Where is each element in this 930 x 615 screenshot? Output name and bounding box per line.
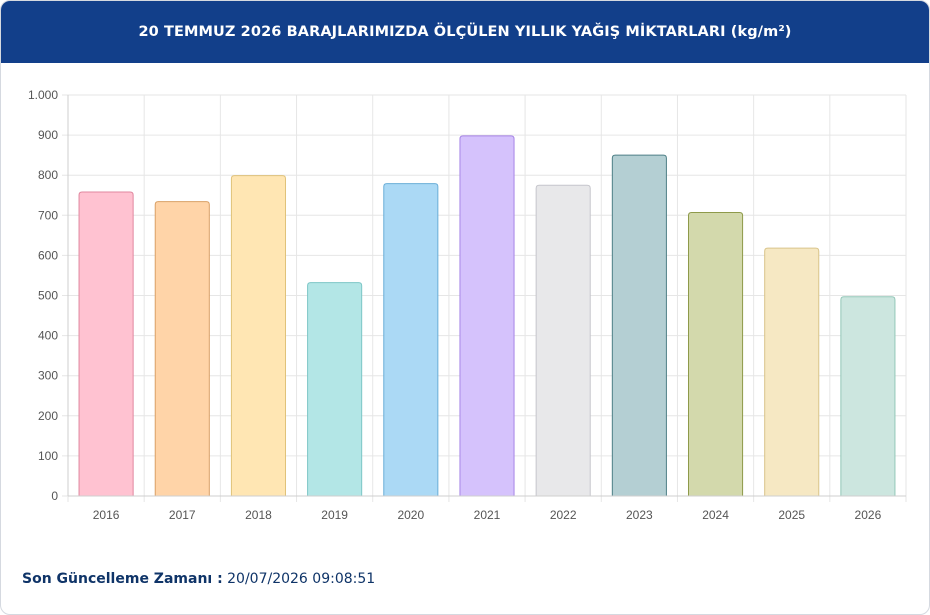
y-tick-label: 600 <box>38 248 58 262</box>
y-tick-label: 900 <box>38 128 58 142</box>
x-tick-label: 2019 <box>321 508 348 522</box>
bar-2017[interactable] <box>154 201 210 497</box>
chart-title: 20 TEMMUZ 2026 BARAJLARIMIZDA ÖLÇÜLEN YI… <box>138 24 792 40</box>
bar-2025[interactable] <box>764 247 820 497</box>
y-tick-label: 100 <box>38 449 58 463</box>
x-tick-label: 2021 <box>474 508 501 522</box>
bar-2021[interactable] <box>459 135 515 497</box>
bar-2016[interactable] <box>78 191 134 497</box>
chart-axes <box>67 95 906 497</box>
y-tick-label: 0 <box>51 489 58 503</box>
last-update-label: Son Güncelleme Zamanı : <box>22 571 223 587</box>
x-tick-label: 2020 <box>397 508 424 522</box>
last-update-value: 20/07/2026 09:08:51 <box>227 571 376 587</box>
x-axis-tick-labels: 2016 2017 2018 2019 2020 2021 2022 2023 2024 2025… <box>93 508 882 522</box>
y-tick-label: 800 <box>38 168 58 182</box>
x-tick-label: 2024 <box>702 508 729 522</box>
x-tick-label: 2026 <box>855 508 882 522</box>
x-tick-label: 2025 <box>778 508 805 522</box>
x-tick-label: 2018 <box>245 508 272 522</box>
chart-header: 20 TEMMUZ 2026 BARAJLARIMIZDA ÖLÇÜLEN YI… <box>1 1 929 63</box>
bar-2023[interactable] <box>611 154 667 497</box>
bar-2020[interactable] <box>383 183 439 497</box>
y-tick-label: 200 <box>38 409 58 423</box>
y-tick-label: 500 <box>38 289 58 303</box>
y-axis-tick-labels: 0 100 200 300 400 500 600 700 800 900 1.000 <box>28 88 58 503</box>
chart-bars <box>78 135 896 497</box>
y-tick-label: 700 <box>38 208 58 222</box>
bar-2026[interactable] <box>840 296 896 497</box>
bar-2019[interactable] <box>307 282 363 497</box>
last-update: Son Güncelleme Zamanı : 20/07/2026 09:08… <box>22 571 375 587</box>
y-tick-label: 400 <box>38 329 58 343</box>
bar-2024[interactable] <box>688 211 744 497</box>
y-tick-label: 1.000 <box>28 88 58 102</box>
bar-2022[interactable] <box>535 184 591 497</box>
x-tick-label: 2022 <box>550 508 577 522</box>
y-tick-label: 300 <box>38 369 58 383</box>
x-tick-label: 2017 <box>169 508 196 522</box>
x-tick-label: 2016 <box>93 508 120 522</box>
bar-2018[interactable] <box>230 175 286 497</box>
x-tick-label: 2023 <box>626 508 653 522</box>
